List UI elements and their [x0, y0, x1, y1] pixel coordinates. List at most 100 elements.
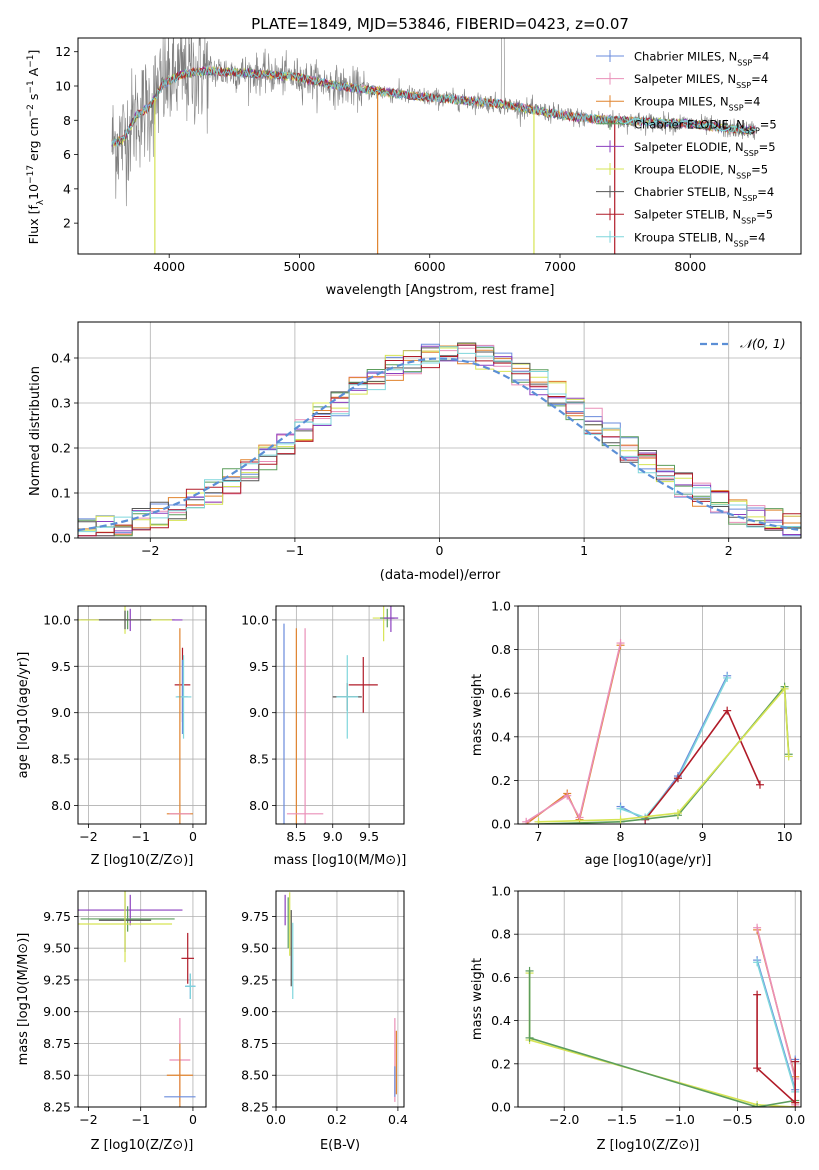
mass_vs_ebv-xtick-label: 0.2	[327, 1112, 347, 1127]
age_vs_mass-plot-area	[283, 606, 399, 824]
weight_vs_age-ytick-label: 0.6	[491, 686, 511, 701]
age_vs_Z-ytick-label: 10.0	[43, 612, 71, 627]
spectrum-xtick-label: 8000	[674, 259, 706, 274]
residuals-ylabel: Normed distribution	[28, 366, 43, 496]
mass_vs_ebv-frame	[275, 890, 405, 1108]
weight_vs_Z-ytick-label: 0.4	[491, 1013, 511, 1028]
weight_vs_Z-marker-salpeter_stelib	[753, 1064, 762, 1073]
spectrum-plot-area	[111, 38, 756, 254]
residuals-xtick-label: 0	[436, 543, 444, 558]
mass_vs_ebv-xtick-label: 0.0	[266, 1112, 286, 1127]
residuals-ytick-label: 0.2	[51, 441, 71, 456]
weight-z-ylabel: mass weight	[470, 958, 485, 1040]
weight_vs_Z-series-salpeter_stelib	[756, 994, 796, 1105]
residuals-ytick-label: 0.3	[51, 396, 71, 411]
residuals-ytick-label: 0.4	[51, 351, 71, 366]
weight_vs_Z-marker-chabrier_elodie	[525, 966, 534, 975]
age_vs_mass-point-salpeter_miles	[286, 628, 324, 824]
spectrum-legend-label: Kroupa STELIB, NSSP=4	[634, 230, 765, 248]
age_vs_mass-xtick-label: 9.5	[359, 829, 379, 844]
residuals-xtick-label: 2	[725, 543, 733, 558]
residuals-ytick-label: 0.0	[51, 531, 71, 546]
weight_vs_age-marker-salpeter_miles	[522, 817, 531, 824]
mass_vs_Z-point-salpeter_stelib	[181, 932, 194, 984]
weight_vs_Z-ytick-label: 0.0	[491, 1100, 511, 1115]
spectrum-ytick-label: 2	[63, 216, 71, 231]
weight_vs_age-marker-salpeter_miles	[563, 791, 572, 800]
residuals-ytick-label: 0.1	[51, 486, 71, 501]
mass_vs_ebv-ytick-label: 9.50	[241, 941, 269, 956]
weight_vs_Z-series-chabrier_elodie	[528, 970, 796, 1107]
weight_vs_Z-plot-area	[525, 923, 800, 1107]
weight_vs_age-marker-kroupa_stelib	[616, 804, 625, 813]
weight_vs_age-marker-kroupa_elodie	[616, 815, 625, 824]
weight_vs_age-series-salpeter_stelib	[644, 709, 761, 821]
spectrum-legend-label: Salpeter ELODIE, NSSP=5	[634, 140, 776, 158]
age_vs_Z-ytick-label: 8.0	[51, 798, 71, 813]
weight_vs_age-axes: 7 8 9 10 0.0 0.2 0.4 0.6 0.8 1.0	[491, 599, 802, 844]
weight_vs_age-marker-kroupa_elodie	[780, 684, 789, 693]
residuals-legend-label: 𝒩(0, 1)	[740, 336, 786, 351]
age_vs_Z-axes: −2 −1 0 8.0 8.5 9.0 9.5 10.0	[43, 605, 207, 844]
weight_vs_age-plot-area	[522, 639, 793, 824]
weight-z-xlabel: Z [log10(Z/Z⊙)]	[597, 1138, 700, 1153]
mass_vs_Z-xtick-label: 0	[189, 1112, 197, 1127]
weight_vs_Z-axes: −2.0 −1.5 −1.0 −0.5 0.0 0.0 0.2 0.4 0.6 0.8 1.0	[491, 884, 805, 1128]
weight-age-ylabel: mass weight	[470, 674, 485, 756]
age_vs_Z-ytick-label: 9.0	[51, 705, 71, 720]
mass-z-ylabel: mass [log10(M/M⊙)]	[16, 933, 31, 1066]
spectrum-legend-label: Kroupa ELODIE, NSSP=5	[634, 163, 768, 181]
weight_vs_Z-marker-salpeter_stelib	[753, 990, 762, 999]
age_vs_Z-point-kroupa_stelib	[175, 655, 192, 739]
mass_vs_Z-ytick-label: 9.00	[43, 1004, 71, 1019]
age_vs_mass-frame	[275, 605, 405, 825]
spectrum-legend-label: Salpeter MILES, NSSP=4	[634, 72, 768, 90]
mass_vs_ebv-ytick-label: 9.75	[241, 909, 269, 924]
weight_vs_age-ytick-label: 0.2	[491, 773, 511, 788]
residuals-xtick-label: −1	[286, 543, 304, 558]
age_vs_Z-frame	[77, 605, 207, 825]
weight-age-xlabel: age [log10(age/yr)]	[585, 853, 712, 868]
spectrum-axes: 4000 5000 6000 7000 8000 2 4 6 8 10 12 Chabrier MIL…	[55, 37, 802, 274]
weight_vs_age-xtick-label: 7	[535, 829, 543, 844]
residuals-plot-area	[78, 342, 801, 537]
weight_vs_age-marker-kroupa_elodie	[534, 817, 543, 824]
age_vs_mass-xtick-label: 8.5	[286, 829, 306, 844]
spectrum-legend-label: Chabrier STELIB, NSSP=4	[634, 185, 774, 203]
age-z-xlabel: Z [log10(Z/Z⊙)]	[91, 853, 194, 868]
spectrum-ytick-label: 10	[55, 79, 71, 94]
residuals-xtick-label: −2	[141, 543, 159, 558]
mass_vs_ebv-xtick-label: 0.4	[388, 1112, 408, 1127]
age-z-ylabel: age [log10(age/yr)]	[16, 652, 31, 779]
spectrum-title: PLATE=1849, MJD=53846, FIBERID=0423, z=0…	[251, 15, 629, 33]
mass_vs_ebv-ytick-label: 8.50	[241, 1068, 269, 1083]
spectrum-xlabel: wavelength [Angstrom, rest frame]	[326, 283, 555, 298]
mass_vs_Z-ytick-label: 9.25	[43, 972, 71, 987]
weight_vs_age-marker-kroupa_elodie	[673, 809, 682, 818]
mass_vs_Z-axes: −2 −1 0 8.25 8.50 8.75 9.00 9.25 9.50 9.75	[43, 890, 207, 1127]
weight_vs_Z-ytick-label: 0.6	[491, 970, 511, 985]
age_vs_mass-ytick-label: 9.5	[249, 659, 269, 674]
spectrum-legend-label: Salpeter STELIB, NSSP=5	[634, 208, 773, 226]
mass_vs_ebv-ytick-label: 9.00	[241, 1004, 269, 1019]
weight_vs_age-ytick-label: 0.0	[491, 817, 511, 832]
spectrum-xtick-label: 4000	[153, 259, 185, 274]
age-mass-xlabel: mass [log10(M/M⊙)]	[274, 853, 407, 868]
weight_vs_Z-ytick-label: 0.8	[491, 927, 511, 942]
age_vs_Z-point-chabrier_stelib	[98, 610, 152, 630]
residuals-xlabel: (data-model)/error	[380, 568, 501, 583]
weight_vs_Z-marker-salpeter_stelib	[791, 1057, 800, 1066]
mass_vs_Z-xtick-label: −2	[79, 1112, 97, 1127]
weight_vs_Z-marker-salpeter_stelib	[791, 1098, 800, 1107]
weight_vs_age-marker-salpeter_stelib	[755, 780, 764, 789]
weight_vs_Z-xtick-label: −1.5	[607, 1112, 637, 1127]
mass_vs_Z-xtick-label: −1	[131, 1112, 149, 1127]
mass_vs_Z-point-chabrier_elodie	[80, 906, 175, 932]
weight_vs_age-xtick-label: 9	[699, 829, 707, 844]
mass_vs_Z-frame	[77, 890, 207, 1108]
age_vs_Z-ytick-label: 8.5	[51, 752, 71, 767]
age_vs_Z-ytick-label: 9.5	[51, 659, 71, 674]
residual-gaussian-line	[78, 357, 801, 532]
